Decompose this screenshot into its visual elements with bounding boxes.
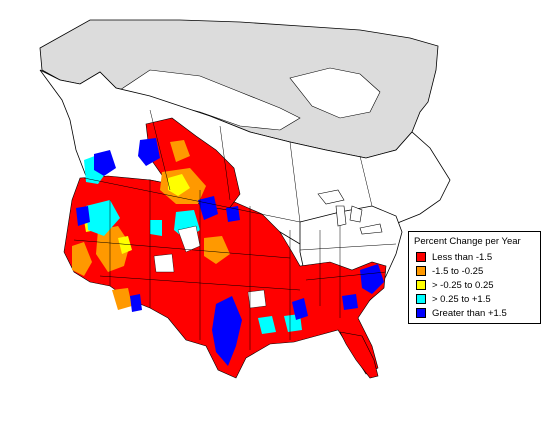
boundary-lines xyxy=(73,109,397,350)
moderate-increase-patches xyxy=(84,154,302,334)
legend-label: Less than -1.5 xyxy=(432,251,493,263)
legend-item-neg-1-5-to-neg-0-25: -1.5 to -0.25 xyxy=(416,265,483,277)
legend-item-neg-0-25-to-0-25: > -0.25 to 0.25 xyxy=(416,279,494,291)
legend-swatch-cyan xyxy=(416,294,426,304)
legend: Percent Change per Year Less than -1.5 -… xyxy=(408,231,541,324)
great-lakes xyxy=(317,189,383,235)
legend-swatch-red xyxy=(416,252,426,262)
legend-item-less-than-neg-1-5: Less than -1.5 xyxy=(416,251,492,263)
legend-label: > -0.25 to 0.25 xyxy=(432,279,494,291)
legend-label: > 0.25 to +1.5 xyxy=(432,293,491,305)
no-data-holes xyxy=(153,225,267,309)
legend-swatch-orange xyxy=(416,266,426,276)
legend-swatch-blue xyxy=(416,308,426,318)
unsurveyed-region xyxy=(39,19,439,159)
legend-item-greater-than-1-5: Greater than +1.5 xyxy=(416,307,507,319)
legend-label: Greater than +1.5 xyxy=(432,307,507,319)
florida xyxy=(339,331,379,379)
legend-label: -1.5 to -0.25 xyxy=(432,265,484,277)
strong-increase-patches xyxy=(76,138,384,366)
legend-swatch-yellow xyxy=(416,280,426,290)
legend-item-0-25-to-1-5: > 0.25 to +1.5 xyxy=(416,293,491,305)
legend-title: Percent Change per Year xyxy=(414,236,521,247)
